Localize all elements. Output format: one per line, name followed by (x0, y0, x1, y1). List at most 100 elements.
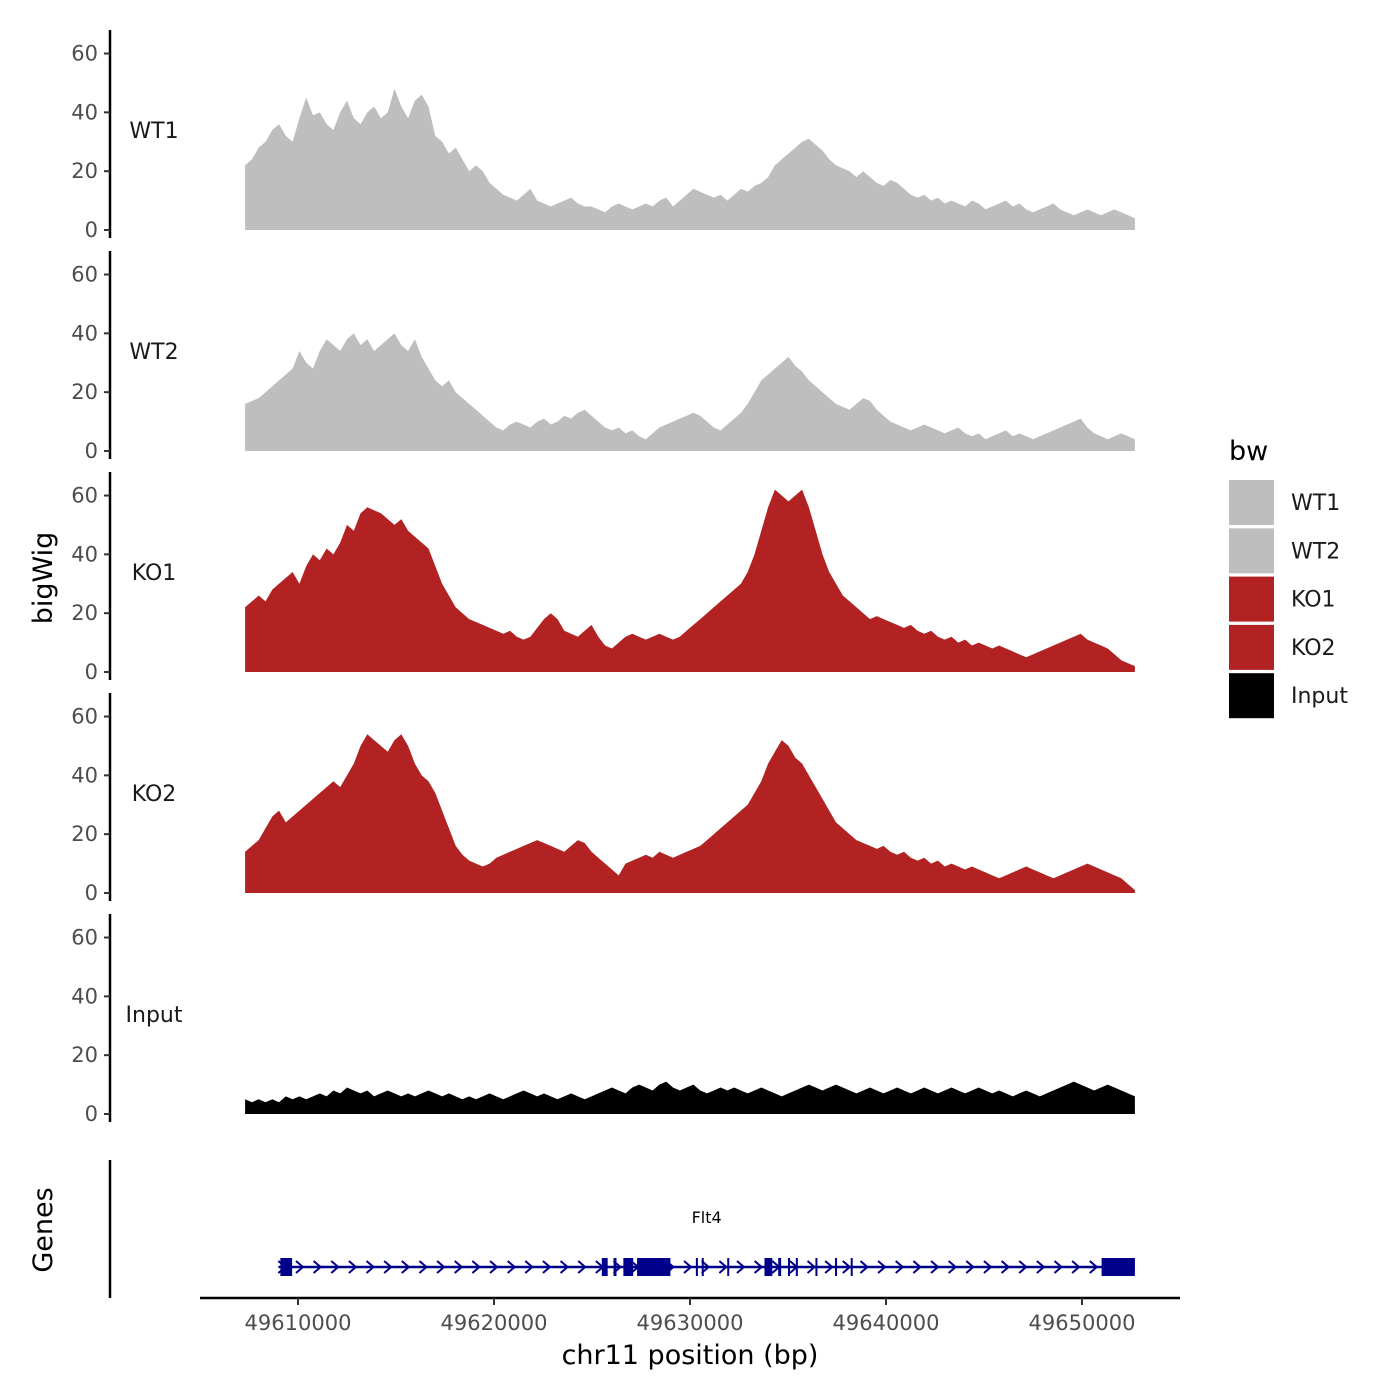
track-label: WT2 (129, 340, 178, 365)
x-tick-label: 49630000 (637, 1311, 744, 1335)
y-tick-label: 20 (71, 380, 98, 404)
exon (280, 1258, 293, 1276)
strand-chevron (753, 1260, 764, 1274)
strand-chevron (312, 1260, 323, 1274)
strand-chevron (436, 1260, 446, 1274)
exon (815, 1258, 818, 1276)
x-axis-title: chr11 position (bp) (562, 1340, 819, 1371)
track-input: 0 20 40 60 Input (71, 914, 1135, 1126)
strand-chevron (895, 1260, 905, 1274)
y-axis-title: bigWig (28, 532, 59, 625)
legend-label-wt2: WT2 (1291, 539, 1340, 564)
area-wt1 (245, 88, 1135, 230)
y-tick-label: 0 (85, 881, 98, 905)
y-tick-label: 0 (85, 1102, 98, 1126)
y-tick-label: 0 (85, 439, 98, 463)
strand-chevron (1036, 1260, 1046, 1274)
exon (613, 1258, 617, 1276)
exon (601, 1258, 608, 1276)
y-tick-label: 20 (71, 1043, 98, 1067)
strand-chevron (524, 1260, 534, 1274)
strand-chevron (1000, 1260, 1011, 1274)
strand-chevron (1053, 1260, 1064, 1274)
strand-chevron (859, 1260, 869, 1274)
y-tick-label: 0 (85, 218, 98, 242)
track-ko1: 0 20 40 60 KO1 (71, 472, 1135, 684)
strand-chevron (701, 1260, 711, 1274)
strand-chevron (806, 1260, 817, 1274)
gene-name-label: Flt4 (692, 1208, 722, 1227)
area-ko2 (245, 734, 1135, 893)
genes-axis-title: Genes (28, 1187, 59, 1272)
strand-chevron (471, 1260, 481, 1274)
track-label: KO2 (132, 782, 177, 807)
y-tick-label: 0 (85, 660, 98, 684)
strand-chevron (842, 1260, 852, 1274)
exon (850, 1258, 853, 1276)
strand-chevron (401, 1260, 411, 1274)
y-tick-label: 60 (71, 926, 98, 950)
track-label: Input (126, 1003, 183, 1028)
strand-chevron (454, 1260, 464, 1274)
exon (778, 1258, 782, 1276)
track-wt2: 0 20 40 60 WT2 (71, 251, 1135, 463)
x-tick-label: 49640000 (833, 1311, 940, 1335)
track-label: WT1 (129, 119, 178, 144)
strand-chevron (877, 1260, 887, 1274)
legend-label-wt1: WT1 (1291, 491, 1340, 516)
strand-chevron (1089, 1260, 1099, 1274)
legend-swatch-wt1 (1229, 480, 1274, 525)
exon (701, 1258, 704, 1276)
legend-label-ko1: KO1 (1291, 588, 1336, 613)
area-input (245, 1081, 1135, 1114)
strand-chevron (348, 1260, 358, 1274)
track-ko2: 0 20 40 60 KO2 (71, 693, 1135, 905)
strand-chevron (1018, 1260, 1028, 1274)
strand-chevron (824, 1260, 834, 1274)
strand-chevron (295, 1260, 305, 1274)
exon (1101, 1258, 1135, 1276)
x-axis: 49610000 49620000 49630000 49640000 49650000 (200, 1296, 1180, 1335)
y-tick-label: 40 (71, 321, 98, 345)
exon (788, 1258, 790, 1276)
y-tick-label: 40 (71, 542, 98, 566)
signal-tracks: 0 20 40 60 WT1 0 20 40 60 WT2 0 20 40 60 KO1 0 20 40 60 KO2… (71, 30, 1135, 1126)
legend: bw WT1 WT2 KO1 KO2 Input (1229, 436, 1348, 719)
strand-chevron (736, 1260, 746, 1274)
exon (835, 1258, 838, 1276)
y-tick-label: 60 (71, 263, 98, 287)
strand-chevron (912, 1260, 922, 1274)
y-tick-label: 60 (71, 484, 98, 508)
area-wt2 (245, 333, 1135, 451)
y-tick-label: 40 (71, 100, 98, 124)
strand-chevron (965, 1260, 975, 1274)
gene-track: Flt4 (108, 1160, 1135, 1298)
track-wt1: 0 20 40 60 WT1 (71, 30, 1135, 242)
y-tick-label: 20 (71, 601, 98, 625)
strand-chevron (559, 1260, 570, 1274)
strand-chevron (930, 1260, 940, 1274)
y-tick-label: 60 (71, 42, 98, 66)
exon (637, 1258, 671, 1276)
strand-chevron (542, 1260, 552, 1274)
exon (795, 1258, 798, 1276)
legend-title: bw (1229, 436, 1268, 467)
strand-chevron (1071, 1260, 1081, 1274)
strand-chevron (983, 1260, 993, 1274)
y-tick-label: 40 (71, 763, 98, 787)
strand-chevron (577, 1260, 587, 1274)
strand-chevron (683, 1260, 693, 1274)
y-tick-label: 40 (71, 984, 98, 1008)
exon (764, 1258, 773, 1276)
strand-chevron (383, 1260, 393, 1274)
y-tick-label: 20 (71, 159, 98, 183)
exon (727, 1258, 730, 1276)
exon (623, 1258, 634, 1276)
strand-chevron (418, 1260, 428, 1274)
x-tick-label: 49650000 (1029, 1311, 1136, 1335)
strand-chevron (947, 1260, 958, 1274)
legend-label-input: Input (1291, 684, 1348, 709)
strand-chevron (506, 1260, 517, 1274)
strand-chevron (365, 1260, 376, 1274)
